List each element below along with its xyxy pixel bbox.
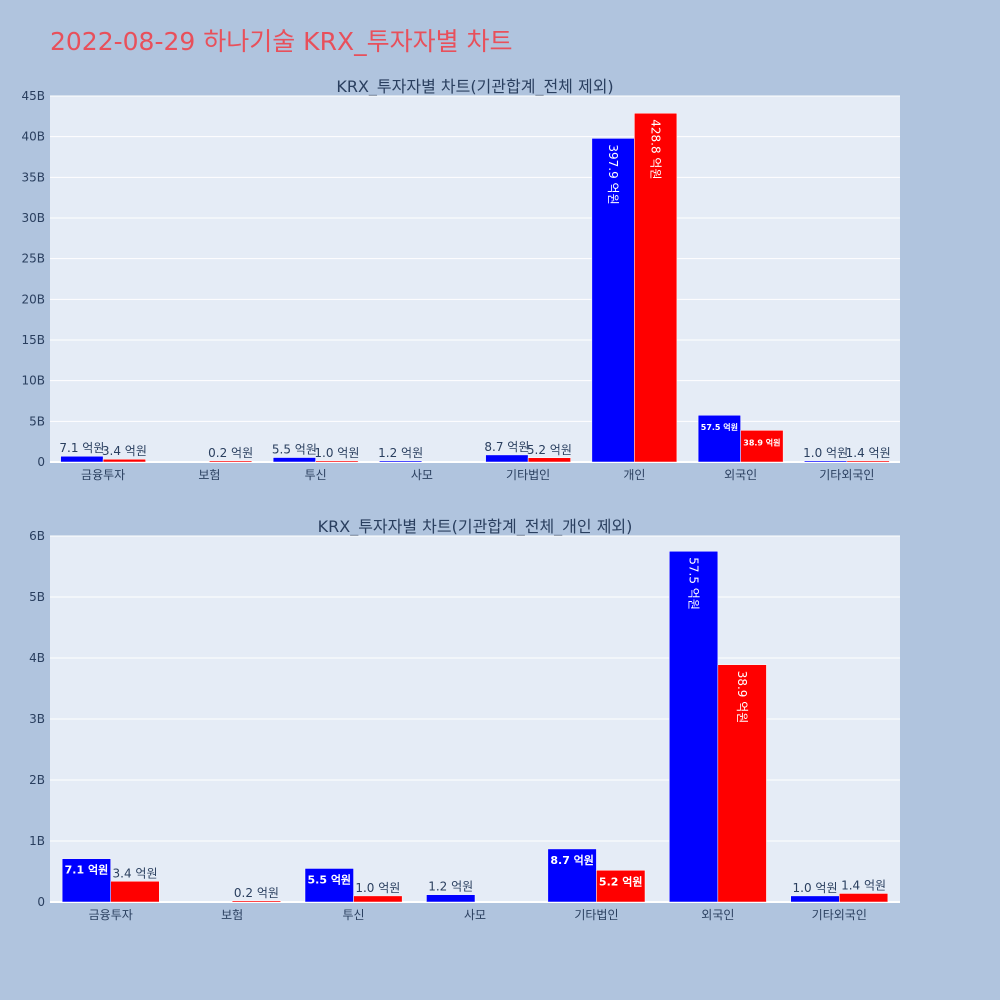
bar [426,894,476,903]
x-tick-label: 기타외국인 [812,908,867,922]
bar [527,457,571,463]
y-tick-label: 45B [21,89,45,103]
bar [61,858,111,903]
x-tick-label: 투신 [305,468,327,482]
x-tick-label: 보험 [221,908,243,922]
data-label: 5.5 억원 [308,872,352,886]
data-label: 0.2 억원 [208,446,253,460]
data-label: 1.4 억원 [846,446,891,460]
bar [839,893,889,903]
bar [591,138,635,463]
y-tick-label: 2B [29,773,45,787]
bar [209,460,253,463]
y-tick-label: 5B [29,590,45,604]
page-title: 2022-08-29 하나기술 KRX_투자자별 차트 [50,27,513,56]
bar [547,848,597,903]
bar [717,664,767,903]
bar [102,458,146,463]
bar [790,895,840,903]
data-label: 1.0 억원 [314,446,359,460]
x-tick-label: 기타법인 [506,468,550,482]
y-tick-label: 30B [21,211,45,225]
data-label: 3.4 억원 [102,444,147,458]
y-tick-label: 40B [21,130,45,144]
bar [596,870,646,903]
data-label: 1.4 억원 [841,878,886,892]
data-label: 3.4 억원 [113,866,158,880]
y-tick-label: 1B [29,834,45,848]
data-label: 7.1 억원 [65,863,109,877]
bar [110,881,160,903]
y-tick-label: 0 [37,455,45,469]
x-tick-label: 사모 [411,468,433,482]
plot-area [50,96,900,462]
y-tick-label: 20B [21,292,45,306]
data-label: 5.2 억원 [599,874,643,888]
bar [379,460,423,463]
y-tick-label: 3B [29,712,45,726]
x-tick-label: 금융투자 [81,468,125,482]
bar [315,460,359,463]
x-tick-label: 사모 [464,908,486,922]
bar [485,454,529,463]
data-label: 5.5 억원 [272,443,317,457]
bar [353,895,403,903]
x-tick-label: 투신 [343,908,365,922]
x-tick-label: 외국인 [701,908,734,922]
y-tick-label: 15B [21,333,45,347]
x-tick-label: 기타외국인 [819,468,874,482]
y-tick-label: 0 [37,895,45,909]
bar [272,457,316,463]
data-label: 1.0 억원 [355,881,400,895]
data-label: 8.7 억원 [484,440,529,454]
data-label: 428.8 억원 [649,119,663,179]
data-label: 1.0 억원 [803,446,848,460]
data-label: 1.2 억원 [428,880,473,894]
data-label: 1.2 억원 [378,446,423,460]
bar [304,868,354,903]
y-tick-label: 10B [21,374,45,388]
x-tick-label: 개인 [623,468,645,482]
bar [669,551,719,903]
data-label: 57.5 억원 [687,557,701,610]
data-label: 38.9 억원 [735,671,749,724]
bar [804,460,848,463]
bar [634,112,678,463]
chart-title: KRX_투자자별 차트(기관합계_전체_개인 제외) [318,517,633,537]
y-tick-label: 35B [21,170,45,184]
y-tick-label: 6B [29,529,45,543]
x-tick-label: 기타법인 [574,908,618,922]
x-tick-label: 외국인 [724,468,757,482]
data-label: 397.9 억원 [606,144,620,204]
bar [60,455,104,463]
x-tick-label: 금융투자 [89,908,133,922]
chart-excluding-individuals: KRX_투자자별 차트(기관합계_전체_개인 제외) 0 1B 2B 3B 4B 5B 6B 금… [29,517,900,922]
data-label: 38.9 억원 [743,437,780,447]
bar [740,430,784,463]
bar [846,460,890,463]
data-label: 7.1 억원 [59,441,104,455]
data-label: 1.0 억원 [793,881,838,895]
data-label: 0.2 억원 [234,886,279,900]
y-tick-label: 5B [29,414,45,428]
data-label: 8.7 억원 [550,853,594,867]
x-tick-label: 보험 [198,468,220,482]
chart-title: KRX_투자자별 차트(기관합계_전체 제외) [336,77,613,97]
y-tick-label: 25B [21,252,45,266]
data-label: 5.2 억원 [527,443,572,457]
y-tick-label: 4B [29,651,45,665]
data-label: 57.5 억원 [701,422,738,432]
bar [697,414,741,463]
bar [231,900,281,903]
chart-all-investors: KRX_투자자별 차트(기관합계_전체 제외) 0 5B 10B 15B 20B 25B 30… [21,77,900,482]
